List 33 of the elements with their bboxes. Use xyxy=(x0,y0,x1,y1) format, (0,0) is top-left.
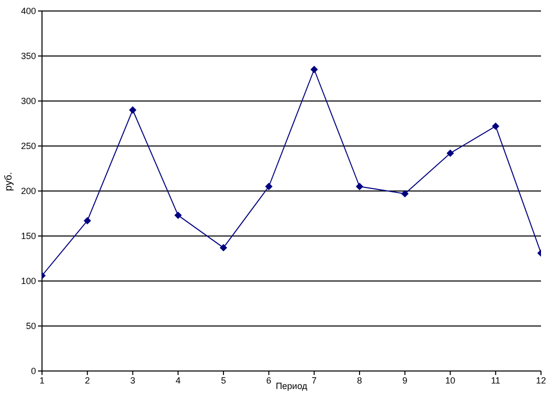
x-tick-label: 9 xyxy=(402,375,408,386)
y-tick-label: 350 xyxy=(20,51,36,62)
y-tick-label: 50 xyxy=(26,321,36,332)
x-tick-label: 2 xyxy=(84,375,90,386)
x-tick-label: 5 xyxy=(220,375,226,386)
x-tick-label: 12 xyxy=(536,375,546,386)
y-axis-title: руб. xyxy=(4,172,15,191)
point xyxy=(220,244,227,252)
point xyxy=(310,66,318,73)
x-tick-label: 3 xyxy=(130,375,136,386)
y-tick-label: 200 xyxy=(20,186,36,196)
x-tick-label: 11 xyxy=(490,375,500,386)
x-tick-label: 7 xyxy=(312,375,317,386)
y-tick-label: 100 xyxy=(20,276,36,286)
point xyxy=(446,150,454,157)
point xyxy=(174,212,182,219)
y-tick-label: 250 xyxy=(20,141,36,152)
point xyxy=(265,183,272,190)
x-tick-label: 10 xyxy=(445,375,456,386)
x-axis-title: Период xyxy=(276,381,308,391)
x-tick-label: 4 xyxy=(176,375,181,386)
point xyxy=(401,190,408,198)
point xyxy=(492,122,500,130)
point xyxy=(129,106,136,114)
point xyxy=(356,183,364,190)
y-tick-label: 0 xyxy=(30,366,36,376)
x-tick-label: 1 xyxy=(39,375,45,386)
y-tick-label: 400 xyxy=(20,6,36,16)
point xyxy=(84,217,91,224)
x-tick-label: 6 xyxy=(266,375,272,386)
y-tick-label: 300 xyxy=(20,96,36,106)
y-tick-label: 150 xyxy=(20,231,36,242)
x-tick-label: 8 xyxy=(357,375,362,386)
